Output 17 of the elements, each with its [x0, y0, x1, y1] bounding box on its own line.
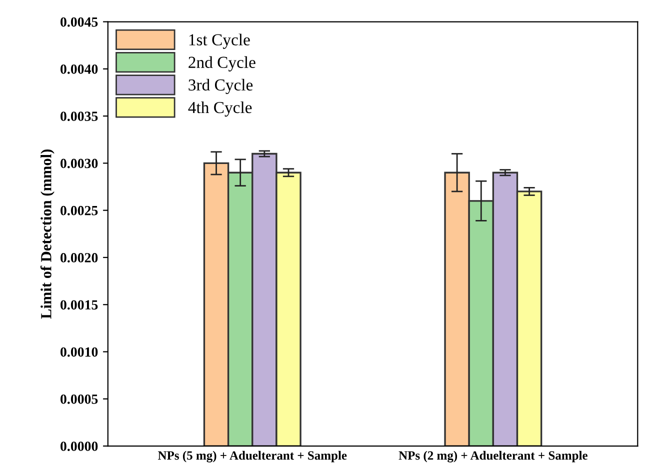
- legend-label: 2nd Cycle: [188, 56, 256, 72]
- y-tick-label: 0.0000: [60, 442, 98, 452]
- y-tick-label: 0.0025: [60, 206, 98, 216]
- y-tick-label: 0.0045: [60, 17, 98, 27]
- x-tick-label: NPs (2 mg) + Aduelterant + Sample: [398, 450, 588, 462]
- y-axis-title: Limit of Detection (mmol): [40, 150, 54, 319]
- legend-label: 1st Cycle: [189, 34, 250, 49]
- y-tick-label: 0.0020: [60, 253, 98, 262]
- x-tick-label: NPs (5 mg) + Aduelterant + Sample: [158, 450, 347, 462]
- y-tick-label: 0.0035: [60, 112, 98, 122]
- legend-label: 4th Cycle: [188, 101, 252, 117]
- y-tick-label: 0.0005: [60, 394, 98, 404]
- legend-label: 3rd Cycle: [188, 78, 253, 94]
- y-tick-label: 0.0040: [60, 64, 98, 74]
- y-tick-label: 0.0010: [60, 347, 98, 357]
- y-tick-label: 0.0015: [60, 300, 98, 310]
- y-tick-label: 0.0030: [60, 158, 98, 168]
